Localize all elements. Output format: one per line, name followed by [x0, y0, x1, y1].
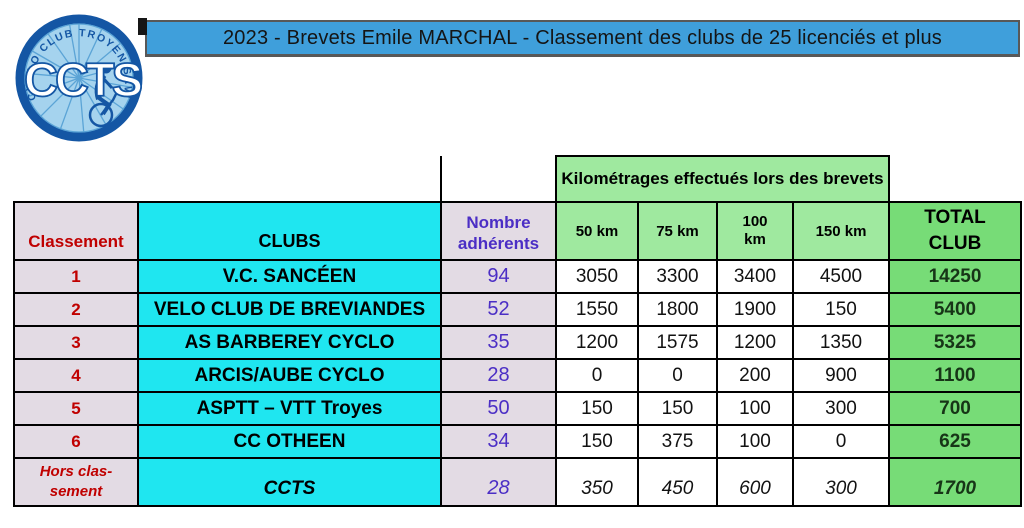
km100-cell: 1200	[716, 325, 794, 360]
page-title: 2023 - Brevets Emile MARCHAL - Classemen…	[222, 26, 942, 49]
total-cell: 700	[888, 391, 1022, 426]
km50-cell: 3050	[555, 259, 639, 294]
adherents-cell: 28	[440, 358, 557, 393]
km-group-header: Kilométrages effectués lors des brevets	[555, 155, 890, 203]
ccts-logo: CYCLO CLUB TROYEN SAVINIEN CCTS	[9, 3, 145, 144]
wheel-spokes	[24, 23, 134, 133]
table-row: 4 ARCIS/AUBE CYCLO 28 0 0 200 900 1100	[13, 358, 1022, 393]
empty-spacer	[14, 156, 441, 202]
adherents-cell: 50	[440, 391, 557, 426]
empty-spacer	[889, 156, 1021, 202]
header-clubs: CLUBS	[137, 201, 442, 261]
table-row: 1 V.C. SANCÉEN 94 3050 3300 3400 4500 14…	[13, 259, 1022, 294]
cyclist-icon	[88, 62, 119, 128]
km150-cell: 1350	[792, 325, 890, 360]
classement-table: Kilométrages effectués lors des brevets …	[13, 155, 1022, 507]
header-150km: 150 km	[792, 201, 890, 261]
total-cell: 14250	[888, 259, 1022, 294]
adherents-cell: 52	[440, 292, 557, 327]
rank-cell: 5	[13, 391, 139, 426]
table-row-hors-classement: Hors clas-sement CCTS 28 350 450 600 300…	[13, 457, 1022, 507]
adherents-cell: 35	[440, 325, 557, 360]
km75-cell: 375	[637, 424, 718, 459]
km50-cell: 1550	[555, 292, 639, 327]
km50-cell: 0	[555, 358, 639, 393]
adherents-cell: 28	[440, 457, 557, 507]
km75-cell: 450	[637, 457, 718, 507]
club-cell: ARCIS/AUBE CYCLO	[137, 358, 442, 393]
total-cell: 1700	[888, 457, 1022, 507]
stray-border-cell	[440, 156, 556, 202]
km100-cell: 600	[716, 457, 794, 507]
table-row: 3 AS BARBEREY CYCLO 35 1200 1575 1200 13…	[13, 325, 1022, 360]
rank-cell: 6	[13, 424, 139, 459]
km50-cell: 350	[555, 457, 639, 507]
header-row: Classement CLUBS Nombre adhérents 50 km …	[13, 201, 1022, 261]
header-100km: 100 km	[716, 201, 794, 261]
table-row: 2 VELO CLUB DE BREVIANDES 52 1550 1800 1…	[13, 292, 1022, 327]
header-100km-label: 100 km	[742, 213, 768, 248]
km50-cell: 1200	[555, 325, 639, 360]
total-cell: 5325	[888, 325, 1022, 360]
km75-cell: 150	[637, 391, 718, 426]
rank-cell: 4	[13, 358, 139, 393]
total-cell: 5400	[888, 292, 1022, 327]
header-classement: Classement	[13, 201, 139, 261]
header-75km: 75 km	[637, 201, 718, 261]
km75-cell: 1575	[637, 325, 718, 360]
table-row: 5 ASPTT – VTT Troyes 50 150 150 100 300 …	[13, 391, 1022, 426]
table-row: 6 CC OTHEEN 34 150 375 100 0 625	[13, 424, 1022, 459]
adherents-cell: 94	[440, 259, 557, 294]
header-total-label: TOTAL CLUB	[924, 207, 986, 254]
header-50km: 50 km	[555, 201, 639, 261]
km100-cell: 100	[716, 391, 794, 426]
km100-cell: 1900	[716, 292, 794, 327]
km100-cell: 100	[716, 424, 794, 459]
km75-cell: 0	[637, 358, 718, 393]
club-cell: V.C. SANCÉEN	[137, 259, 442, 294]
km75-cell: 1800	[637, 292, 718, 327]
rank-cell: Hors clas-sement	[13, 457, 139, 507]
km150-cell: 300	[792, 391, 890, 426]
km100-cell: 200	[716, 358, 794, 393]
club-cell: ASPTT – VTT Troyes	[137, 391, 442, 426]
title-banner: 2023 - Brevets Emile MARCHAL - Classemen…	[138, 18, 1020, 57]
km100-cell: 3400	[716, 259, 794, 294]
total-cell: 1100	[888, 358, 1022, 393]
km150-cell: 150	[792, 292, 890, 327]
km75-cell: 3300	[637, 259, 718, 294]
club-cell: VELO CLUB DE BREVIANDES	[137, 292, 442, 327]
club-cell: AS BARBEREY CYCLO	[137, 325, 442, 360]
rank-cell: 3	[13, 325, 139, 360]
km50-cell: 150	[555, 391, 639, 426]
club-cell: CCTS	[137, 457, 442, 507]
header-total-club: TOTAL CLUB	[888, 201, 1022, 261]
km150-cell: 300	[792, 457, 890, 507]
ccts-logo-badge: CYCLO CLUB TROYEN SAVINIEN CCTS	[9, 3, 145, 142]
header-adherents: Nombre adhérents	[440, 201, 557, 261]
rank-cell: 2	[13, 292, 139, 327]
club-cell: CC OTHEEN	[137, 424, 442, 459]
km150-cell: 0	[792, 424, 890, 459]
km150-cell: 4500	[792, 259, 890, 294]
km150-cell: 900	[792, 358, 890, 393]
km-group-row: Kilométrages effectués lors des brevets	[14, 155, 1021, 203]
rank-cell: 1	[13, 259, 139, 294]
adherents-cell: 34	[440, 424, 557, 459]
km50-cell: 150	[555, 424, 639, 459]
total-cell: 625	[888, 424, 1022, 459]
logo-abbr-text: CCTS	[24, 53, 142, 106]
